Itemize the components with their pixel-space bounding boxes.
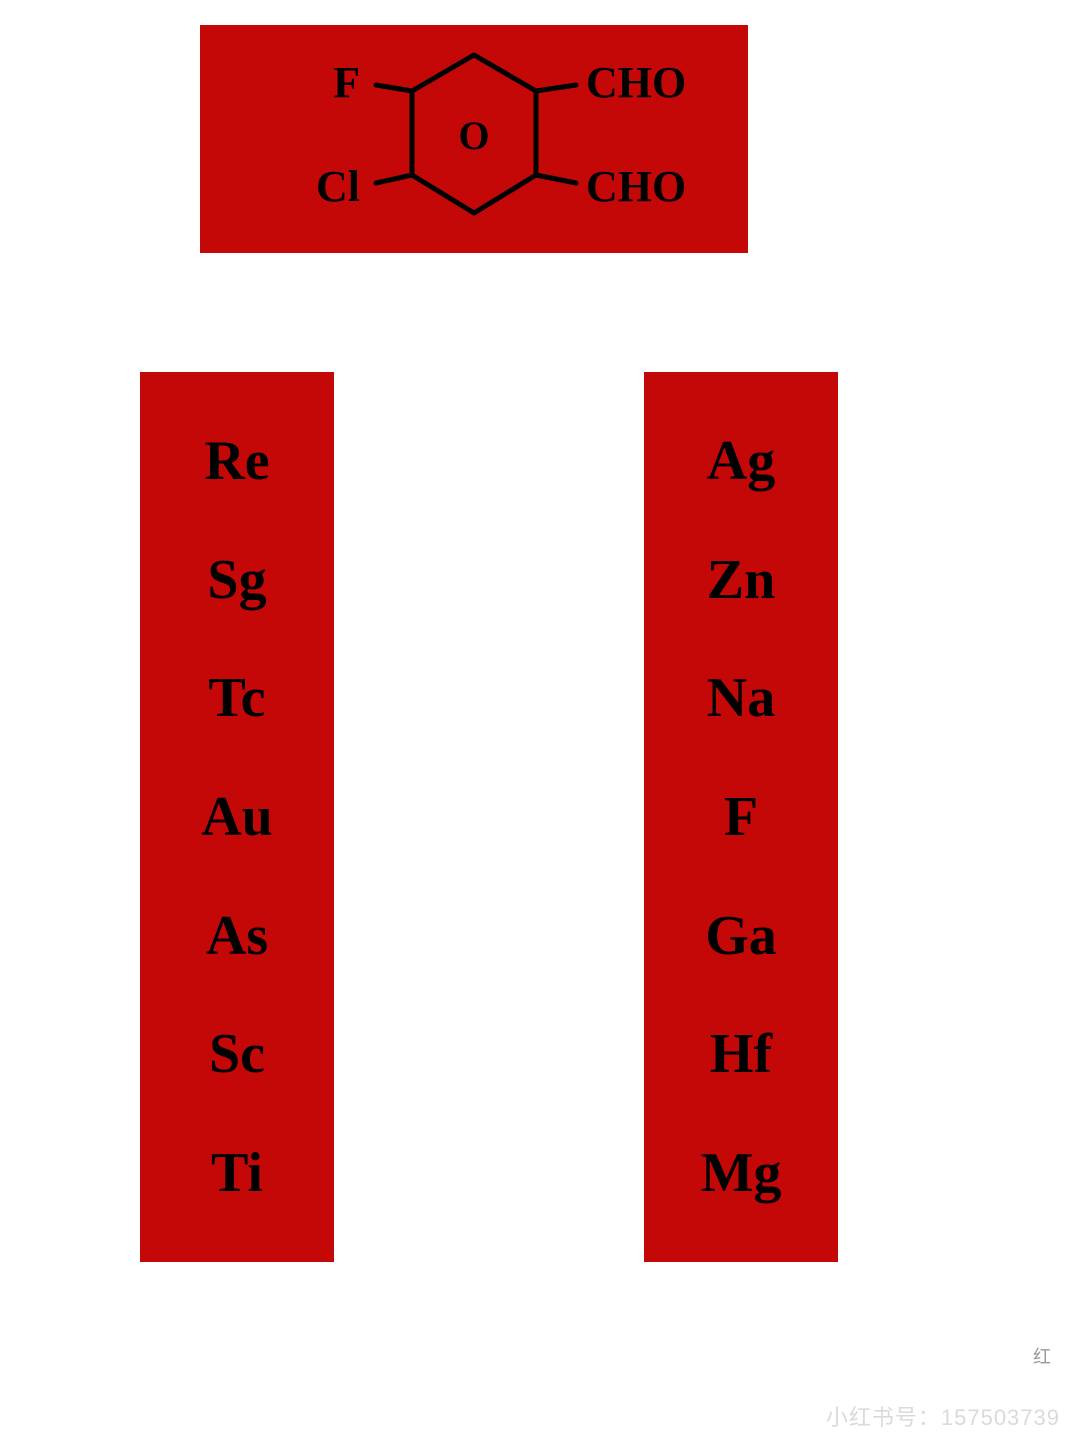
bond-upper-left [376, 85, 412, 91]
substituent-upper-left: F [333, 58, 360, 107]
substituent-upper-right: CHO [586, 58, 686, 107]
bond-lower-right [536, 175, 576, 183]
element-symbol: Tc [208, 670, 265, 726]
watermark-badge-icon: 红 [1018, 1332, 1066, 1380]
element-symbol: F [724, 789, 758, 845]
element-symbol: Sc [209, 1026, 265, 1082]
substituent-lower-left: Cl [316, 162, 360, 211]
element-symbol: Ti [211, 1145, 263, 1201]
substituent-lower-right: CHO [586, 162, 686, 211]
ring-center-label: O [458, 113, 489, 158]
molecule-diagram: O F Cl CHO CHO [200, 25, 748, 253]
right-column: Ag Zn Na F Ga Hf Mg [644, 372, 838, 1262]
element-symbol: Ag [707, 433, 775, 489]
element-symbol: Mg [701, 1145, 782, 1201]
element-symbol: Na [707, 670, 775, 726]
element-symbol: Hf [710, 1026, 772, 1082]
element-symbol: Ga [705, 908, 777, 964]
element-symbol: As [206, 908, 268, 964]
element-symbol: Au [201, 789, 273, 845]
bond-lower-left [376, 175, 412, 183]
left-column: Re Sg Tc Au As Sc Ti [140, 372, 334, 1262]
element-symbol: Re [204, 433, 269, 489]
bond-upper-right [536, 85, 576, 91]
element-symbol: Sg [207, 552, 266, 608]
top-banner: O F Cl CHO CHO [200, 25, 748, 253]
element-symbol: Zn [707, 552, 776, 608]
watermark-text: 小红书号：157503739 [826, 1400, 1060, 1432]
